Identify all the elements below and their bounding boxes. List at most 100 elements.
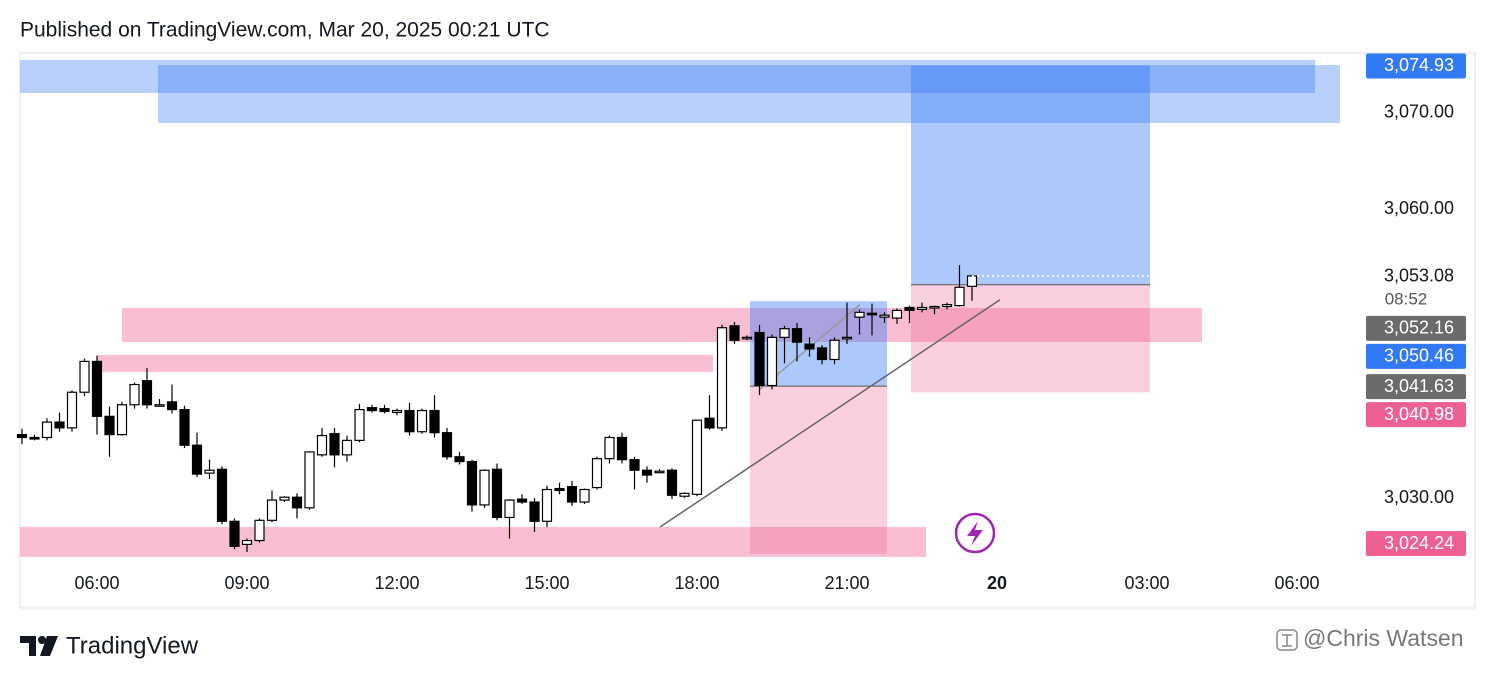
candle-body — [591, 458, 603, 489]
price-label-bg — [1366, 374, 1466, 400]
price-label: 3,041.63 — [1384, 376, 1454, 396]
candle-body — [79, 360, 90, 393]
price-label: 3,050.46 — [1384, 346, 1454, 366]
candle-body — [279, 496, 290, 501]
candle-body — [229, 520, 240, 547]
candle-body — [466, 460, 478, 506]
candle-body — [254, 519, 265, 542]
candle-body — [716, 327, 728, 429]
candle-body — [754, 331, 765, 387]
candle-body — [216, 468, 228, 522]
price-label-bg — [1366, 343, 1466, 369]
candle-body — [779, 328, 790, 338]
chart-title: Published on TradingView.com, Mar 20, 20… — [20, 19, 550, 42]
candle-body — [704, 417, 715, 429]
price-label-bg — [1366, 402, 1466, 428]
candle-body — [54, 421, 65, 429]
candle-body — [291, 496, 303, 509]
candle-body — [166, 401, 178, 411]
candle-body — [366, 407, 378, 412]
candle-body — [541, 488, 553, 522]
x-tick-label: 03:00 — [1124, 573, 1169, 593]
price-label-bg — [1366, 531, 1466, 556]
price-label: 3,024.24 — [1384, 533, 1454, 553]
candle-body — [829, 339, 840, 361]
candle-body — [866, 312, 878, 316]
zone — [97, 354, 713, 372]
candle-body — [179, 408, 190, 446]
candle-body — [691, 419, 703, 495]
candle-body — [491, 468, 503, 519]
candle-body — [304, 451, 315, 509]
zone — [158, 65, 1340, 123]
candle-body — [479, 469, 490, 506]
candle-body — [91, 360, 103, 417]
price-label-bg — [1366, 53, 1466, 79]
candle-body — [329, 433, 340, 456]
candle-body — [641, 469, 653, 476]
candle-body — [391, 409, 403, 414]
candle-body — [741, 336, 753, 340]
candle-body — [854, 311, 865, 318]
candle-body — [604, 436, 615, 460]
candle-body — [679, 492, 690, 497]
candle-body — [454, 456, 465, 463]
zone — [122, 307, 1202, 342]
candle-body — [16, 434, 28, 439]
candle-body — [941, 304, 953, 308]
x-tick-label: 18:00 — [674, 573, 719, 593]
watermark: @Chris Watsen — [1303, 625, 1464, 651]
candle-body — [316, 434, 328, 456]
candle-body — [354, 408, 365, 441]
candle-body — [529, 501, 540, 522]
candle-body — [966, 275, 978, 287]
candle-body — [404, 409, 415, 433]
candle-body — [341, 439, 353, 456]
position-stop — [911, 284, 1150, 393]
candle-body — [879, 314, 890, 318]
candle-body — [904, 306, 915, 311]
y-tick-label: 3,030.00 — [1384, 487, 1454, 507]
price-label: 3,040.98 — [1384, 404, 1454, 424]
candle-body — [841, 336, 853, 340]
countdown: 08:52 — [1385, 289, 1428, 308]
candle-body — [379, 408, 390, 413]
y-tick-label: 3,070.00 — [1384, 102, 1454, 122]
x-tick-label: 06:00 — [74, 573, 119, 593]
brand-name: TradingView — [66, 632, 199, 659]
position-target — [911, 65, 1150, 285]
price-label-bg — [1366, 315, 1466, 341]
candle-body — [729, 325, 740, 341]
candle-body — [429, 409, 440, 434]
alert-icon — [954, 512, 996, 554]
candle-body — [629, 459, 640, 471]
candle-body — [954, 286, 965, 307]
candle-body — [141, 380, 153, 406]
last-price-label: 3,053.08 — [1384, 266, 1454, 286]
candle-body — [241, 539, 253, 545]
price-axis: 3,030.00 3,060.00 3,070.00 3,050.46 3,041.63… — [1366, 53, 1466, 556]
candle-body — [41, 421, 53, 439]
candle-body — [516, 498, 528, 503]
candle-body — [29, 436, 40, 440]
candle-body — [104, 415, 115, 436]
x-tick-label: 12:00 — [374, 573, 419, 593]
candle-body — [791, 328, 803, 343]
watermark-icon — [1276, 629, 1298, 651]
y-tick-label: 3,060.00 — [1384, 198, 1454, 218]
brand-logo — [20, 636, 58, 656]
position-stop — [750, 386, 887, 554]
zone — [20, 60, 1315, 93]
candle-body — [566, 486, 578, 503]
plot-area — [16, 60, 1340, 557]
chart-frame — [19, 52, 1476, 609]
candle-body — [804, 343, 815, 350]
candle-body — [891, 309, 903, 319]
x-tick-label: 09:00 — [224, 573, 269, 593]
candle-body — [441, 432, 453, 458]
candle-body — [554, 487, 565, 492]
candle-body — [504, 499, 515, 519]
candle-body — [616, 436, 628, 461]
